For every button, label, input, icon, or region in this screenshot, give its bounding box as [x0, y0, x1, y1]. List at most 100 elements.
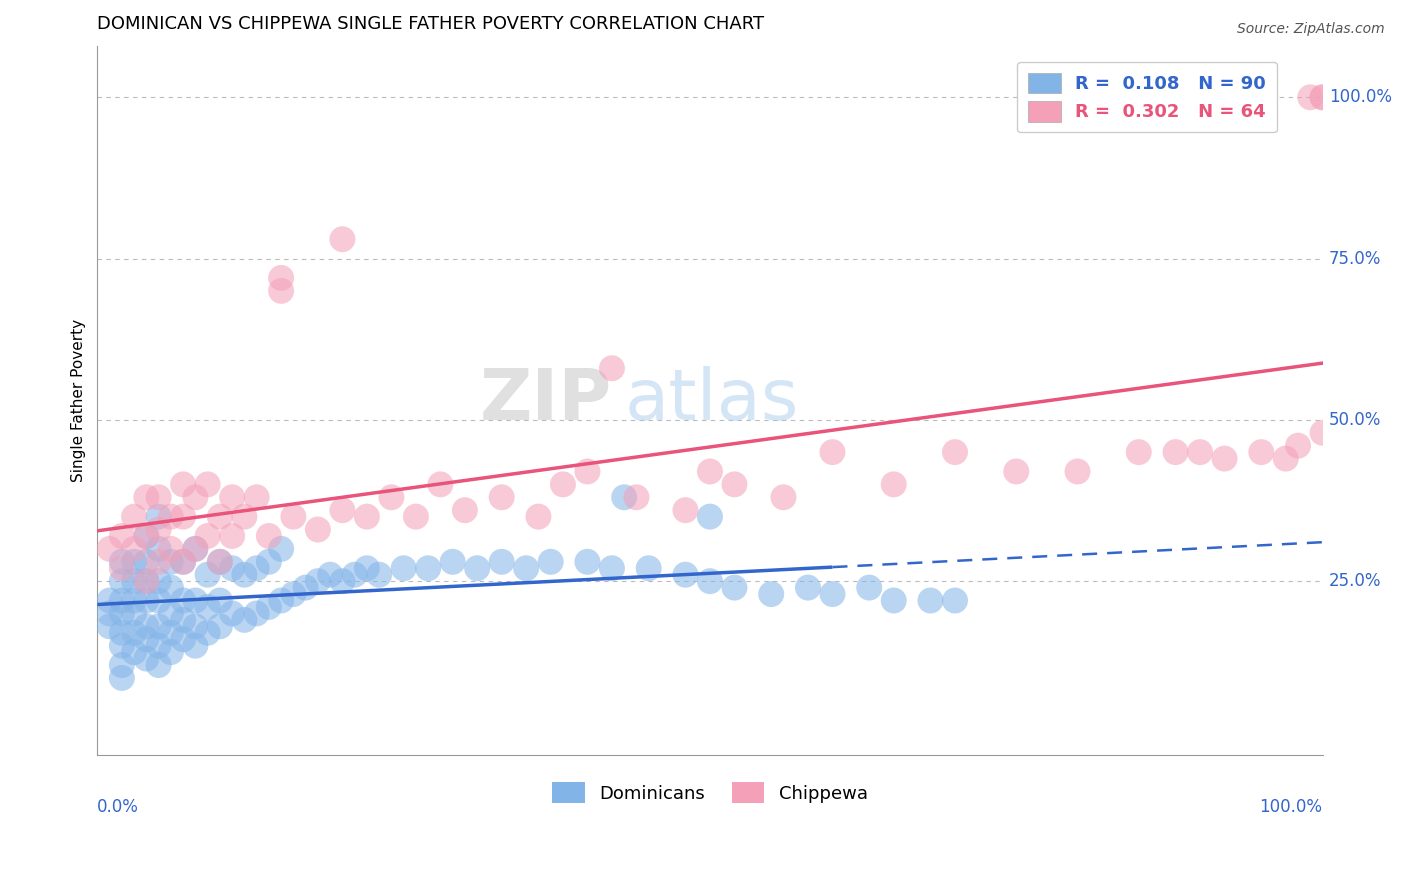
Point: [527, 509, 550, 524]
Point: [723, 477, 745, 491]
Point: [1275, 451, 1298, 466]
Point: [233, 613, 256, 627]
Point: [160, 625, 183, 640]
Point: [246, 490, 269, 504]
Point: [613, 490, 636, 504]
Point: [111, 555, 134, 569]
Point: [148, 593, 170, 607]
Point: [920, 593, 942, 607]
Text: Source: ZipAtlas.com: Source: ZipAtlas.com: [1237, 22, 1385, 37]
Point: [1164, 445, 1187, 459]
Point: [208, 555, 231, 569]
Point: [1066, 465, 1088, 479]
Text: 0.0%: 0.0%: [97, 798, 139, 816]
Point: [883, 593, 905, 607]
Point: [465, 561, 488, 575]
Y-axis label: Single Father Poverty: Single Father Poverty: [72, 319, 86, 482]
Point: [1286, 439, 1309, 453]
Point: [184, 593, 207, 607]
Point: [283, 509, 305, 524]
Point: [208, 593, 231, 607]
Point: [332, 232, 354, 246]
Point: [111, 529, 134, 543]
Point: [148, 555, 170, 569]
Point: [135, 632, 157, 647]
Point: [392, 561, 415, 575]
Point: [160, 607, 183, 621]
Point: [307, 523, 329, 537]
Point: [221, 561, 243, 575]
Point: [576, 555, 599, 569]
Point: [160, 555, 183, 569]
Point: [172, 613, 194, 627]
Point: [368, 567, 391, 582]
Point: [883, 477, 905, 491]
Point: [332, 503, 354, 517]
Text: 100.0%: 100.0%: [1260, 798, 1323, 816]
Point: [111, 574, 134, 589]
Point: [111, 561, 134, 575]
Point: [246, 561, 269, 575]
Point: [160, 645, 183, 659]
Point: [122, 541, 145, 556]
Point: [343, 567, 366, 582]
Point: [184, 541, 207, 556]
Point: [699, 509, 721, 524]
Point: [319, 567, 342, 582]
Point: [172, 555, 194, 569]
Point: [491, 490, 513, 504]
Point: [246, 607, 269, 621]
Point: [943, 593, 966, 607]
Point: [98, 593, 121, 607]
Point: [454, 503, 477, 517]
Point: [699, 465, 721, 479]
Point: [858, 581, 880, 595]
Text: ZIP: ZIP: [479, 366, 612, 435]
Point: [637, 561, 659, 575]
Point: [257, 599, 280, 614]
Point: [257, 555, 280, 569]
Point: [429, 477, 451, 491]
Point: [600, 361, 623, 376]
Point: [135, 529, 157, 543]
Point: [98, 607, 121, 621]
Point: [1312, 425, 1334, 440]
Point: [135, 574, 157, 589]
Point: [148, 658, 170, 673]
Point: [761, 587, 783, 601]
Point: [772, 490, 794, 504]
Point: [221, 529, 243, 543]
Point: [98, 541, 121, 556]
Point: [600, 561, 623, 575]
Point: [172, 593, 194, 607]
Point: [270, 593, 292, 607]
Point: [111, 639, 134, 653]
Point: [184, 541, 207, 556]
Point: [122, 625, 145, 640]
Point: [233, 567, 256, 582]
Point: [441, 555, 464, 569]
Point: [491, 555, 513, 569]
Point: [160, 509, 183, 524]
Point: [257, 529, 280, 543]
Point: [184, 490, 207, 504]
Point: [1189, 445, 1212, 459]
Point: [111, 671, 134, 685]
Point: [122, 574, 145, 589]
Point: [160, 541, 183, 556]
Point: [197, 529, 219, 543]
Point: [197, 599, 219, 614]
Point: [821, 445, 844, 459]
Text: 50.0%: 50.0%: [1329, 411, 1381, 429]
Point: [135, 651, 157, 665]
Point: [294, 581, 316, 595]
Point: [221, 607, 243, 621]
Text: atlas: atlas: [624, 366, 799, 435]
Point: [405, 509, 427, 524]
Point: [98, 619, 121, 633]
Point: [821, 587, 844, 601]
Point: [699, 574, 721, 589]
Point: [135, 555, 157, 569]
Point: [160, 581, 183, 595]
Point: [172, 555, 194, 569]
